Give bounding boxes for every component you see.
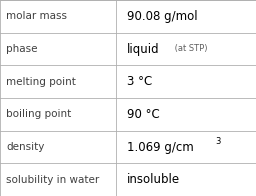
Text: 90.08 g/mol: 90.08 g/mol <box>127 10 197 23</box>
Text: 90 °C: 90 °C <box>127 108 159 121</box>
Text: liquid: liquid <box>127 43 159 55</box>
Text: melting point: melting point <box>6 77 76 87</box>
Text: molar mass: molar mass <box>6 11 67 21</box>
Text: 3: 3 <box>215 137 220 146</box>
Text: 3 °C: 3 °C <box>127 75 152 88</box>
Text: boiling point: boiling point <box>6 109 72 119</box>
Text: (at STP): (at STP) <box>172 44 207 54</box>
Text: 1.069 g/cm: 1.069 g/cm <box>127 141 194 153</box>
Text: phase: phase <box>6 44 38 54</box>
Text: insoluble: insoluble <box>127 173 180 186</box>
Text: solubility in water: solubility in water <box>6 175 100 185</box>
Text: density: density <box>6 142 45 152</box>
